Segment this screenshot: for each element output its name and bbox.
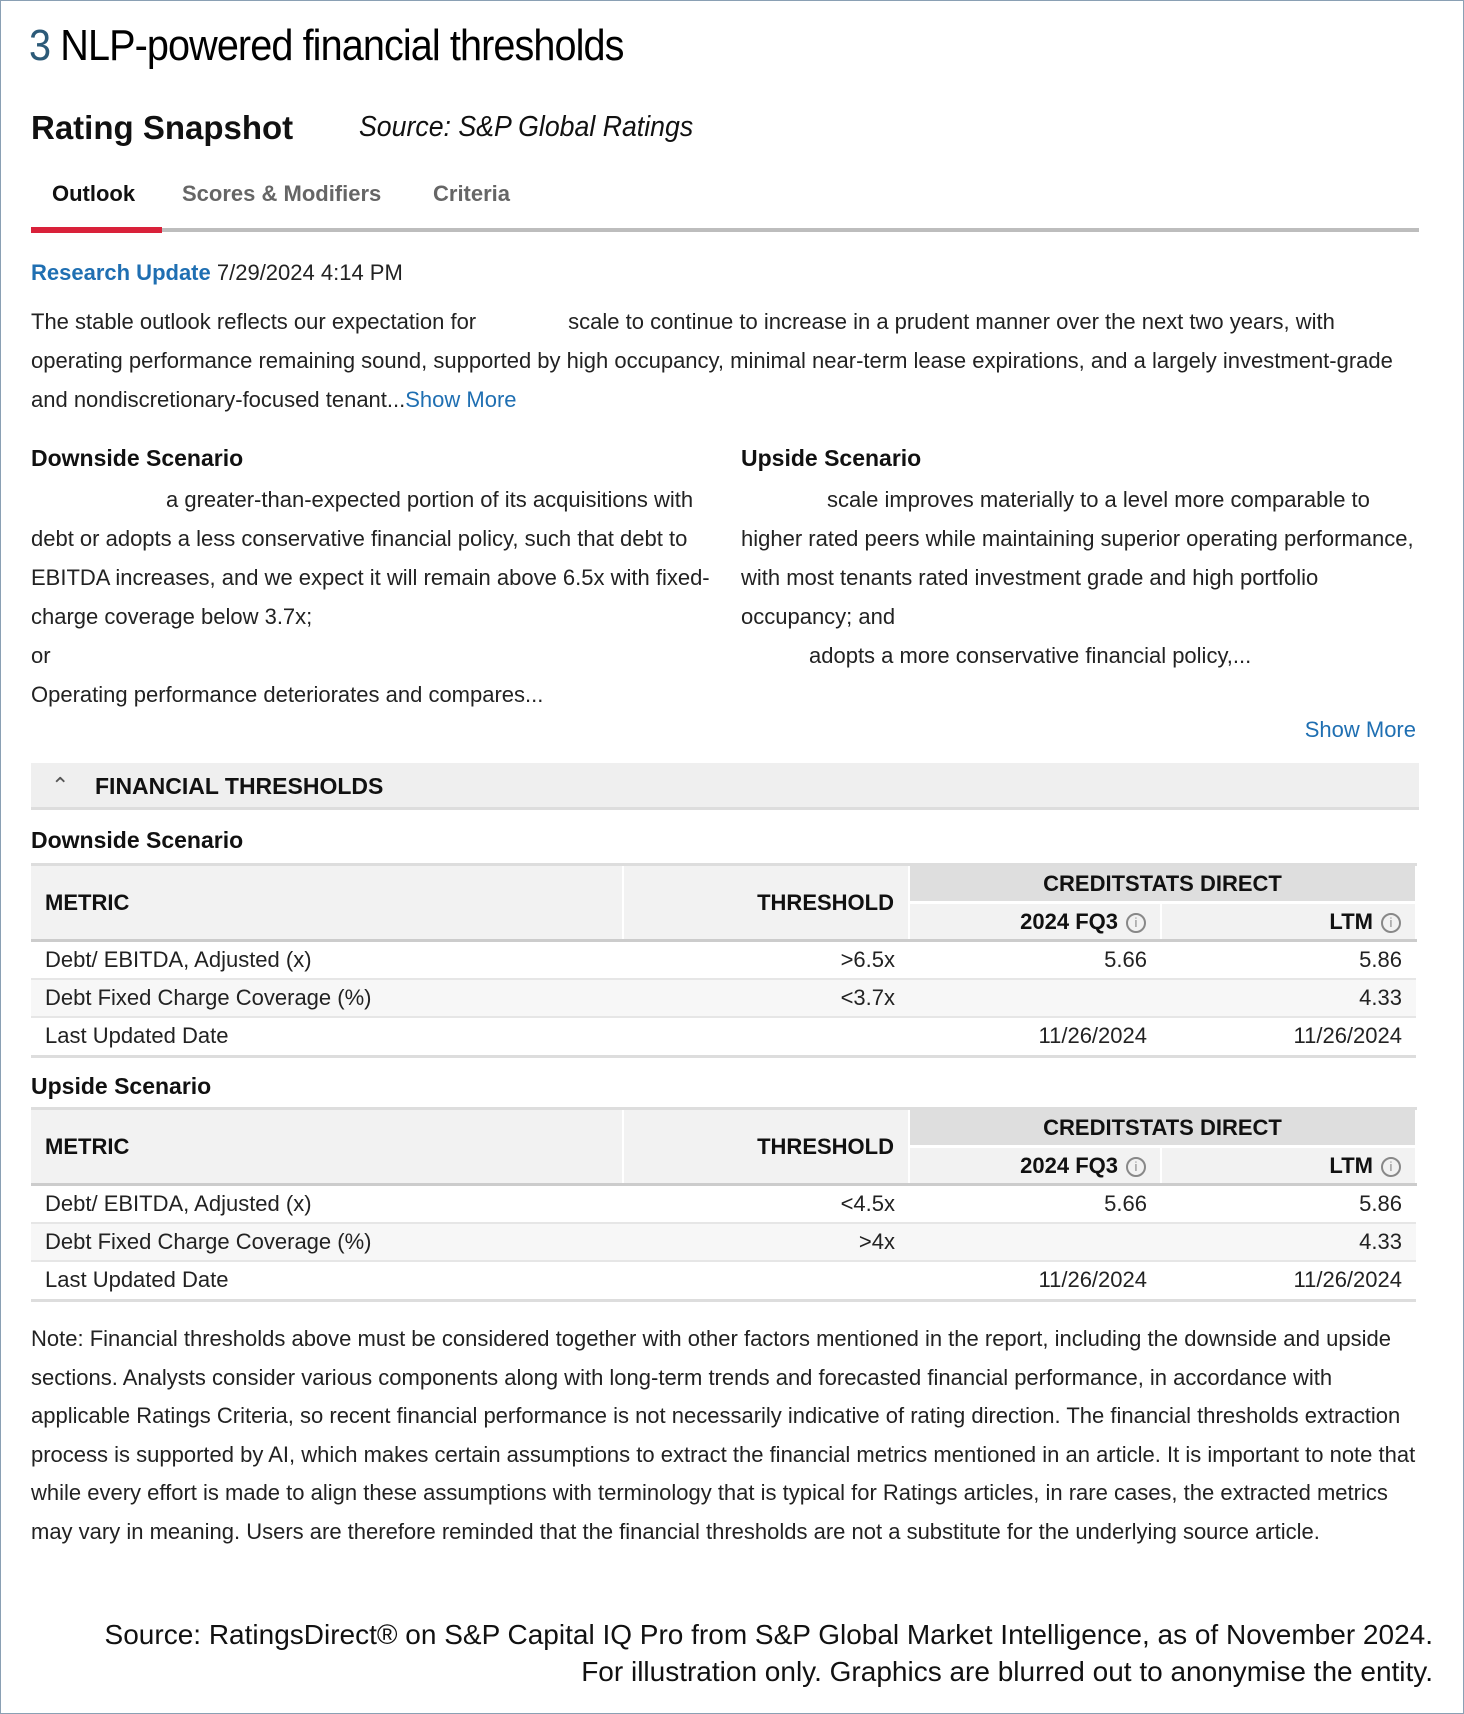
tab-outlook[interactable]: Outlook xyxy=(52,181,136,206)
col-group-creditstats: CREDITSTATS DIRECT xyxy=(909,864,1417,903)
downside-heading: Downside Scenario xyxy=(31,445,244,471)
outlook-show-more[interactable]: Show More xyxy=(405,387,517,412)
threshold-cell: <4.5x xyxy=(623,1183,909,1223)
info-icon[interactable]: i xyxy=(1381,912,1401,933)
table-row: Debt Fixed Charge Coverage (%) <3.7x 4.33 xyxy=(31,977,1416,1017)
tab-criteria[interactable]: Criteria xyxy=(433,181,511,206)
threshold-cell xyxy=(623,1259,909,1299)
col-fq3: 2024 FQ3 i xyxy=(909,901,1162,941)
col-threshold: THRESHOLD xyxy=(623,864,910,941)
info-icon[interactable]: i xyxy=(1381,1156,1401,1177)
ltm-cell: 11/26/2024 xyxy=(1161,1259,1416,1299)
outlook-text-part2: scale to continue to increase in a prude… xyxy=(31,309,1393,412)
footer-line-2: For illustration only. Graphics are blur… xyxy=(581,1656,1433,1687)
upside-thresholds-table: METRIC THRESHOLD CREDITSTATS DIRECT 2024 F… xyxy=(31,1107,1417,1302)
upside-heading: Upside Scenario xyxy=(741,445,922,471)
fq3-cell: 11/26/2024 xyxy=(909,1015,1161,1055)
fq3-cell: 11/26/2024 xyxy=(909,1259,1161,1299)
outlook-text: The stable outlook reflects our expectat… xyxy=(31,302,1431,419)
source-label: Source: S&P Global Ratings xyxy=(359,111,694,143)
ltm-cell: 5.86 xyxy=(1161,939,1416,979)
upside-text: scale improves materially to a level mor… xyxy=(741,480,1421,675)
footer-line-1: Source: RatingsDirect® on S&P Capital IQ… xyxy=(104,1619,1433,1650)
col-group-creditstats: CREDITSTATS DIRECT xyxy=(909,1108,1417,1147)
chevron-up-icon[interactable]: ⌃ xyxy=(51,773,70,798)
table-row: Debt Fixed Charge Coverage (%) >4x 4.33 xyxy=(31,1221,1416,1261)
fq3-cell: 5.66 xyxy=(909,1183,1161,1223)
metric-cell: Last Updated Date xyxy=(31,1015,623,1055)
tab-scores-modifiers[interactable]: Scores & Modifiers xyxy=(182,181,382,206)
threshold-cell: <3.7x xyxy=(623,977,909,1017)
page-title: Rating Snapshot xyxy=(31,109,294,146)
table-row: Last Updated Date 11/26/2024 11/26/2024 xyxy=(31,1015,1416,1055)
ltm-cell: 4.33 xyxy=(1161,1221,1416,1261)
metric-cell: Last Updated Date xyxy=(31,1259,623,1299)
col-ltm: LTM i xyxy=(1161,1145,1417,1185)
research-update: Research Update 7/29/2024 4:14 PM xyxy=(31,260,403,286)
figure-title: 3 NLP-powered financial thresholds xyxy=(29,21,624,71)
show-more-link[interactable]: Show More xyxy=(1304,717,1416,742)
ltm-cell: 11/26/2024 xyxy=(1161,1015,1416,1055)
downside-thresholds-table: METRIC THRESHOLD CREDITSTATS DIRECT 2024 F… xyxy=(31,863,1417,1058)
financial-thresholds-header[interactable]: ⌃ FINANCIAL THRESHOLDS xyxy=(31,763,1419,810)
downside-text-2: Operating performance deteriorates and c… xyxy=(31,682,544,707)
col-metric: METRIC xyxy=(31,864,624,941)
outlook-text-part1: The stable outlook reflects our expectat… xyxy=(31,309,477,334)
downside-text-body: a greater-than-expected portion of its a… xyxy=(31,487,710,629)
col-fq3: 2024 FQ3 i xyxy=(909,1145,1162,1185)
financial-thresholds-title: FINANCIAL THRESHOLDS xyxy=(95,773,384,799)
thresholds-downside-heading: Downside Scenario xyxy=(31,827,244,853)
threshold-cell: >4x xyxy=(623,1221,909,1261)
col-threshold: THRESHOLD xyxy=(623,1108,910,1185)
threshold-cell xyxy=(623,1015,909,1055)
metric-cell: Debt/ EBITDA, Adjusted (x) xyxy=(31,1183,623,1223)
upside-text-2: adopts a more conservative financial pol… xyxy=(809,643,1252,668)
research-datetime: 7/29/2024 4:14 PM xyxy=(216,260,403,285)
fq3-cell: 5.66 xyxy=(909,939,1161,979)
table-row: Debt/ EBITDA, Adjusted (x) >6.5x 5.66 5.86 xyxy=(31,939,1416,979)
figure-number: 3 xyxy=(29,21,51,70)
fq3-cell xyxy=(909,977,1161,1017)
tab-underline xyxy=(31,228,1419,232)
metric-cell: Debt Fixed Charge Coverage (%) xyxy=(31,977,623,1017)
footer-source: Source: RatingsDirect® on S&P Capital IQ… xyxy=(105,1616,1433,1690)
ltm-cell: 5.86 xyxy=(1161,1183,1416,1223)
fq3-cell xyxy=(909,1221,1161,1261)
threshold-cell: >6.5x xyxy=(623,939,909,979)
note-text: Note: Financial thresholds above must be… xyxy=(31,1326,1416,1544)
ltm-cell: 4.33 xyxy=(1161,977,1416,1017)
upside-text-body: scale improves materially to a level mor… xyxy=(741,487,1414,629)
table-row: Debt/ EBITDA, Adjusted (x) <4.5x 5.66 5.86 xyxy=(31,1183,1416,1223)
research-update-link[interactable]: Research Update xyxy=(31,260,211,285)
downside-text: a greater-than-expected portion of its a… xyxy=(31,480,711,714)
metric-cell: Debt/ EBITDA, Adjusted (x) xyxy=(31,939,623,979)
col-metric: METRIC xyxy=(31,1108,624,1185)
active-tab-indicator xyxy=(31,227,162,233)
info-icon[interactable]: i xyxy=(1126,1156,1146,1177)
downside-or: or xyxy=(31,643,51,668)
table-row: Last Updated Date 11/26/2024 11/26/2024 xyxy=(31,1259,1416,1299)
metric-cell: Debt Fixed Charge Coverage (%) xyxy=(31,1221,623,1261)
col-ltm: LTM i xyxy=(1161,901,1417,941)
thresholds-upside-heading: Upside Scenario xyxy=(31,1073,212,1099)
figure-title-text: NLP-powered financial thresholds xyxy=(60,21,624,70)
info-icon[interactable]: i xyxy=(1126,912,1146,933)
